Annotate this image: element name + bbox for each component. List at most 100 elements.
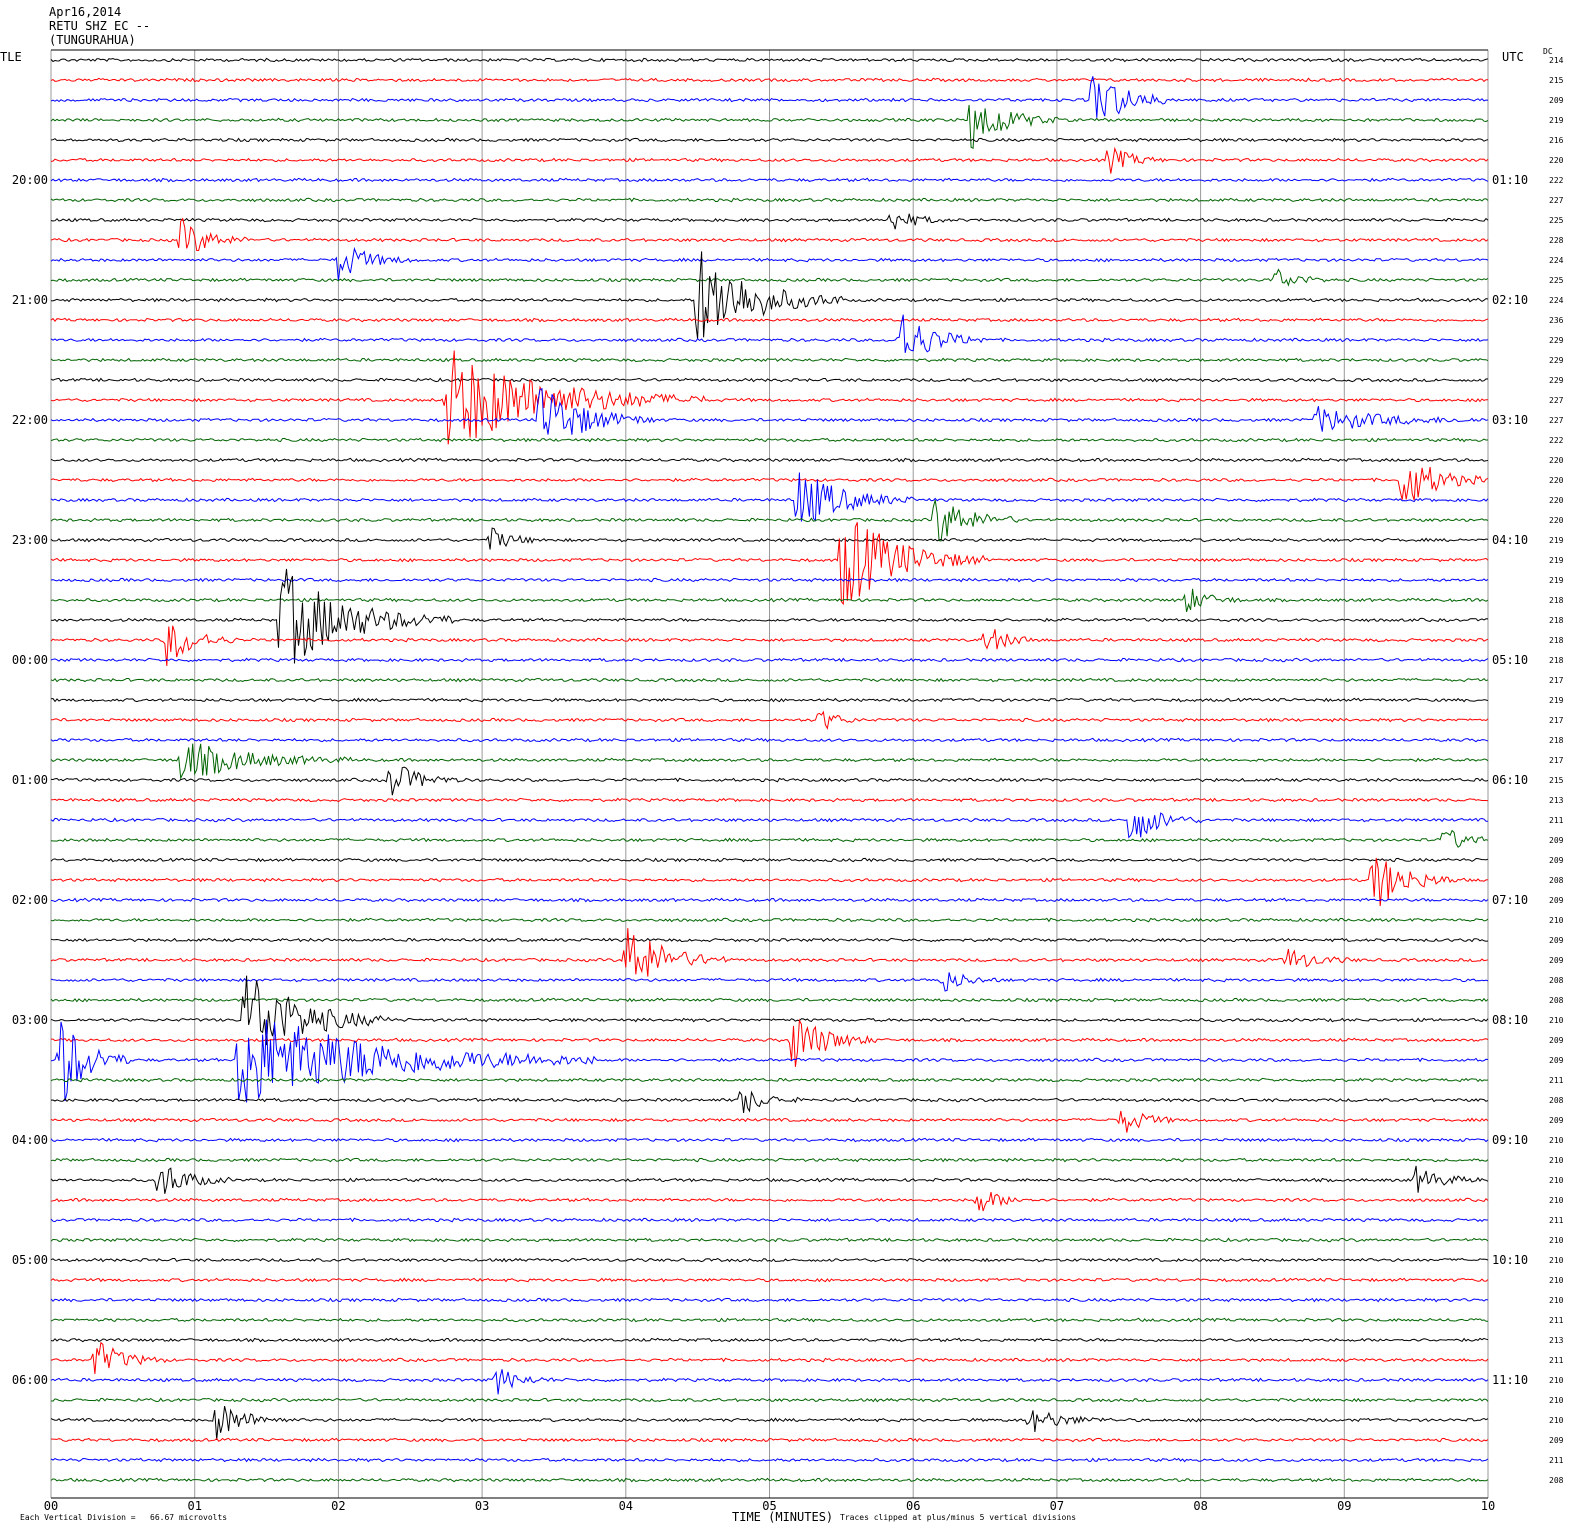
dc-offset-label: 218	[1549, 616, 1564, 625]
dc-offset-label: 236	[1549, 316, 1564, 325]
x-tick-label: 04	[619, 1499, 633, 1513]
dc-offset-label: 210	[1549, 1416, 1564, 1425]
trace-row-71	[50, 1477, 1489, 1483]
x-tick-label: 00	[44, 1499, 58, 1513]
left-zone-label: TLE	[0, 50, 22, 64]
x-tick-label: 05	[762, 1499, 776, 1513]
trace-row-39	[50, 829, 1489, 848]
trace-row-24	[50, 527, 1489, 550]
vertical-scale-note: Each Vertical Division = 66.67 microvolt…	[20, 1513, 228, 1522]
trace-row-45	[50, 928, 1489, 977]
station-code: RETU SHZ EC --	[49, 19, 151, 33]
dc-offset-label: 210	[1549, 1256, 1564, 1265]
trace-row-10	[50, 246, 1489, 282]
dc-offset-label: 211	[1549, 816, 1564, 825]
dc-offset-label: 211	[1549, 1356, 1564, 1365]
trace-row-3	[50, 104, 1489, 149]
trace-row-22	[50, 472, 1489, 522]
dc-offset-label: 220	[1549, 496, 1564, 505]
plot-date: Apr16,2014	[49, 5, 122, 19]
dc-header-label: DC	[1543, 47, 1553, 56]
trace-row-37	[50, 797, 1489, 803]
dc-offset-label: 211	[1549, 1316, 1564, 1325]
dc-offset-label: 215	[1549, 76, 1564, 85]
trace-row-15	[50, 357, 1489, 363]
hour-label-left: 02:00	[12, 893, 48, 907]
trace-row-8	[50, 213, 1489, 230]
trace-row-38	[50, 812, 1489, 839]
hour-label-left: 05:00	[12, 1253, 48, 1267]
x-tick-label: 01	[187, 1499, 201, 1513]
trace-row-4	[50, 137, 1489, 143]
trace-row-62	[50, 1297, 1489, 1303]
hour-label-left: 01:00	[12, 773, 48, 787]
trace-row-32	[50, 697, 1489, 703]
trace-row-42	[50, 897, 1489, 903]
trace-row-49	[51, 1018, 1489, 1067]
trace-row-33	[51, 710, 1489, 730]
trace-row-63	[50, 1317, 1488, 1323]
hour-label-right: 11:10	[1492, 1373, 1528, 1387]
trace-row-28	[50, 568, 1489, 664]
hour-label-left: 03:00	[12, 1013, 48, 1027]
trace-row-5	[50, 146, 1489, 174]
dc-offset-label: 210	[1549, 1136, 1564, 1145]
dc-offset-label: 217	[1549, 676, 1564, 685]
trace-row-61	[50, 1277, 1489, 1283]
trace-row-6	[50, 177, 1489, 183]
trace-row-64	[50, 1337, 1489, 1343]
dc-offset-label: 218	[1549, 656, 1564, 665]
dc-offset-label: 208	[1549, 996, 1564, 1005]
trace-row-18	[50, 387, 1489, 435]
trace-row-47	[50, 997, 1489, 1003]
trace-row-31	[50, 677, 1489, 683]
dc-offset-label: 219	[1549, 536, 1564, 545]
hour-label-left: 21:00	[12, 293, 48, 307]
hour-label-right: 08:10	[1492, 1013, 1528, 1027]
dc-offset-label: 224	[1549, 296, 1564, 305]
dc-offset-label: 227	[1549, 396, 1564, 405]
dc-offset-label: 211	[1549, 1216, 1564, 1225]
hour-label-left: 00:00	[12, 653, 48, 667]
dc-offset-label: 219	[1549, 556, 1564, 565]
dc-offset-label: 222	[1549, 436, 1564, 445]
dc-offset-label: 210	[1549, 1176, 1564, 1185]
trace-row-30	[50, 657, 1489, 663]
trace-row-57	[50, 1191, 1489, 1212]
station-location: (TUNGURAHUA)	[49, 33, 136, 47]
trace-row-40	[50, 857, 1489, 863]
dc-offset-label: 209	[1549, 1116, 1564, 1125]
dc-offset-label: 219	[1549, 116, 1564, 125]
trace-row-65	[50, 1341, 1489, 1375]
x-tick-label: 06	[906, 1499, 920, 1513]
trace-row-20	[50, 457, 1489, 463]
trace-row-56	[50, 1165, 1489, 1194]
dc-offset-label: 209	[1549, 1436, 1564, 1445]
hour-label-right: 04:10	[1492, 533, 1528, 547]
hour-label-left: 04:00	[12, 1133, 48, 1147]
trace-row-67	[50, 1397, 1489, 1403]
trace-row-21	[50, 466, 1489, 501]
trace-row-41	[50, 857, 1489, 907]
trace-row-25	[50, 522, 1489, 606]
dc-offset-label: 210	[1549, 1396, 1564, 1405]
trace-row-70	[50, 1457, 1489, 1463]
trace-row-29	[50, 625, 1489, 666]
trace-row-46	[50, 972, 1489, 992]
trace-row-34	[50, 737, 1489, 743]
trace-row-9	[50, 217, 1489, 252]
dc-offset-labels: 214 215 209 219 216 220 222 227 225 228 224 225 224 2…	[1549, 56, 1564, 1485]
hour-label-right: 09:10	[1492, 1133, 1528, 1147]
trace-row-14	[50, 314, 1489, 353]
dc-offset-label: 211	[1549, 1076, 1564, 1085]
trace-row-55	[50, 1157, 1489, 1163]
dc-offset-label: 208	[1549, 976, 1564, 985]
dc-offset-label: 209	[1549, 956, 1564, 965]
dc-offset-label: 213	[1549, 1336, 1564, 1345]
dc-offset-label: 209	[1549, 836, 1564, 845]
trace-row-23	[50, 499, 1489, 542]
trace-row-13	[50, 317, 1489, 323]
dc-offset-label: 209	[1549, 936, 1564, 945]
right-hour-labels: 01:10 02:10 03:10 04:10 05:10 06:10 07:10 08:10…	[1492, 173, 1528, 1387]
